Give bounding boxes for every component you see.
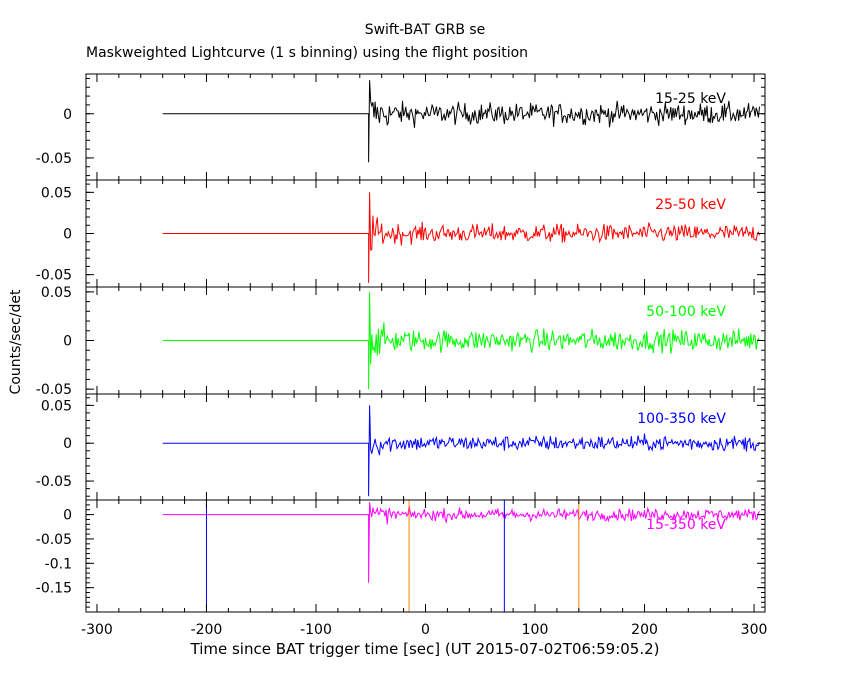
- y-tick-label: 0.05: [41, 285, 72, 301]
- y-tick-label: 0.05: [41, 398, 72, 414]
- x-tick-label: 0: [421, 622, 430, 638]
- chart-title: Swift-BAT GRB se: [364, 22, 486, 38]
- series-label: 15-25 keV: [655, 91, 726, 107]
- series-line: [162, 291, 760, 390]
- y-tick-label: -0.05: [36, 382, 72, 398]
- y-tick-label: 0: [63, 508, 72, 524]
- y-tick-label: 0: [63, 334, 72, 350]
- y-tick-label: 0.05: [41, 185, 72, 201]
- series-label: 50-100 keV: [646, 304, 726, 320]
- x-axis-label: Time since BAT trigger time [sec] (UT 20…: [190, 640, 660, 658]
- panel-frame: [85, 73, 766, 181]
- y-tick-label: -0.15: [36, 581, 72, 597]
- x-tick-label: -200: [191, 622, 223, 638]
- y-tick-label: -0.05: [36, 151, 72, 167]
- x-tick-label: -300: [81, 622, 113, 638]
- series-line: [162, 80, 760, 163]
- x-tick-label: -100: [300, 622, 332, 638]
- y-tick-label: -0.1: [45, 556, 72, 572]
- series-label: 25-50 keV: [655, 197, 726, 213]
- x-tick-label: 200: [631, 622, 658, 638]
- series-label: 100-350 keV: [637, 411, 726, 427]
- y-tick-label: 0: [63, 227, 72, 243]
- series-line: [162, 405, 760, 497]
- x-tick-label: 100: [522, 622, 549, 638]
- y-tick-label: 0: [63, 436, 72, 452]
- chart-subtitle: Maskweighted Lightcurve (1 s binning) us…: [86, 45, 529, 61]
- y-tick-label: -0.05: [36, 474, 72, 490]
- series-line: [162, 192, 760, 283]
- y-tick-label: 0: [63, 107, 72, 123]
- series-line: [162, 502, 760, 583]
- series-label: 15-350 keV: [646, 517, 726, 533]
- x-tick-label: 300: [741, 622, 768, 638]
- y-tick-label: -0.05: [36, 268, 72, 284]
- y-tick-label: -0.05: [36, 532, 72, 548]
